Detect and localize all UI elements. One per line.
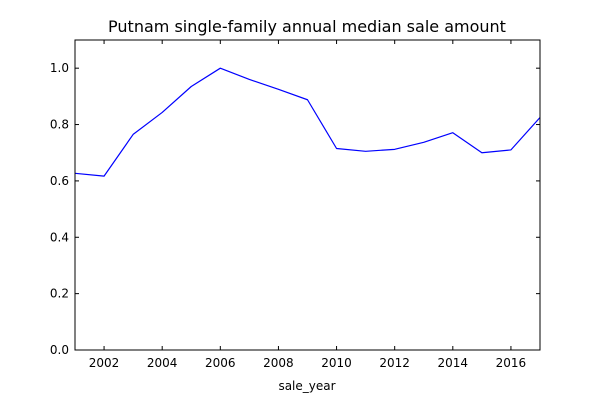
y-tick-label-0.8: 0.8 [50, 118, 69, 132]
x-axis-label: sale_year [278, 379, 335, 393]
plot-area [74, 40, 541, 351]
x-tick-label-2006: 2006 [205, 356, 236, 370]
x-tick-label-2012: 2012 [379, 356, 410, 370]
y-tick-label-0.0: 0.0 [50, 343, 69, 357]
x-tick-label-2016: 2016 [496, 356, 527, 370]
y-tick-label-0.6: 0.6 [50, 174, 69, 188]
plot-frame [74, 39, 541, 351]
series-line-0 [74, 67, 541, 177]
x-tick-label-2002: 2002 [89, 356, 120, 370]
x-tick-label-2004: 2004 [147, 356, 178, 370]
chart-title: Putnam single-family annual median sale … [108, 17, 506, 36]
x-tick-label-2014: 2014 [438, 356, 469, 370]
y-tick-label-1.0: 1.0 [50, 61, 69, 75]
x-tick-label-2010: 2010 [321, 356, 352, 370]
y-tick-label-0.2: 0.2 [50, 287, 69, 301]
x-tick-label-2008: 2008 [263, 356, 294, 370]
y-tick-label-0.4: 0.4 [50, 230, 69, 244]
